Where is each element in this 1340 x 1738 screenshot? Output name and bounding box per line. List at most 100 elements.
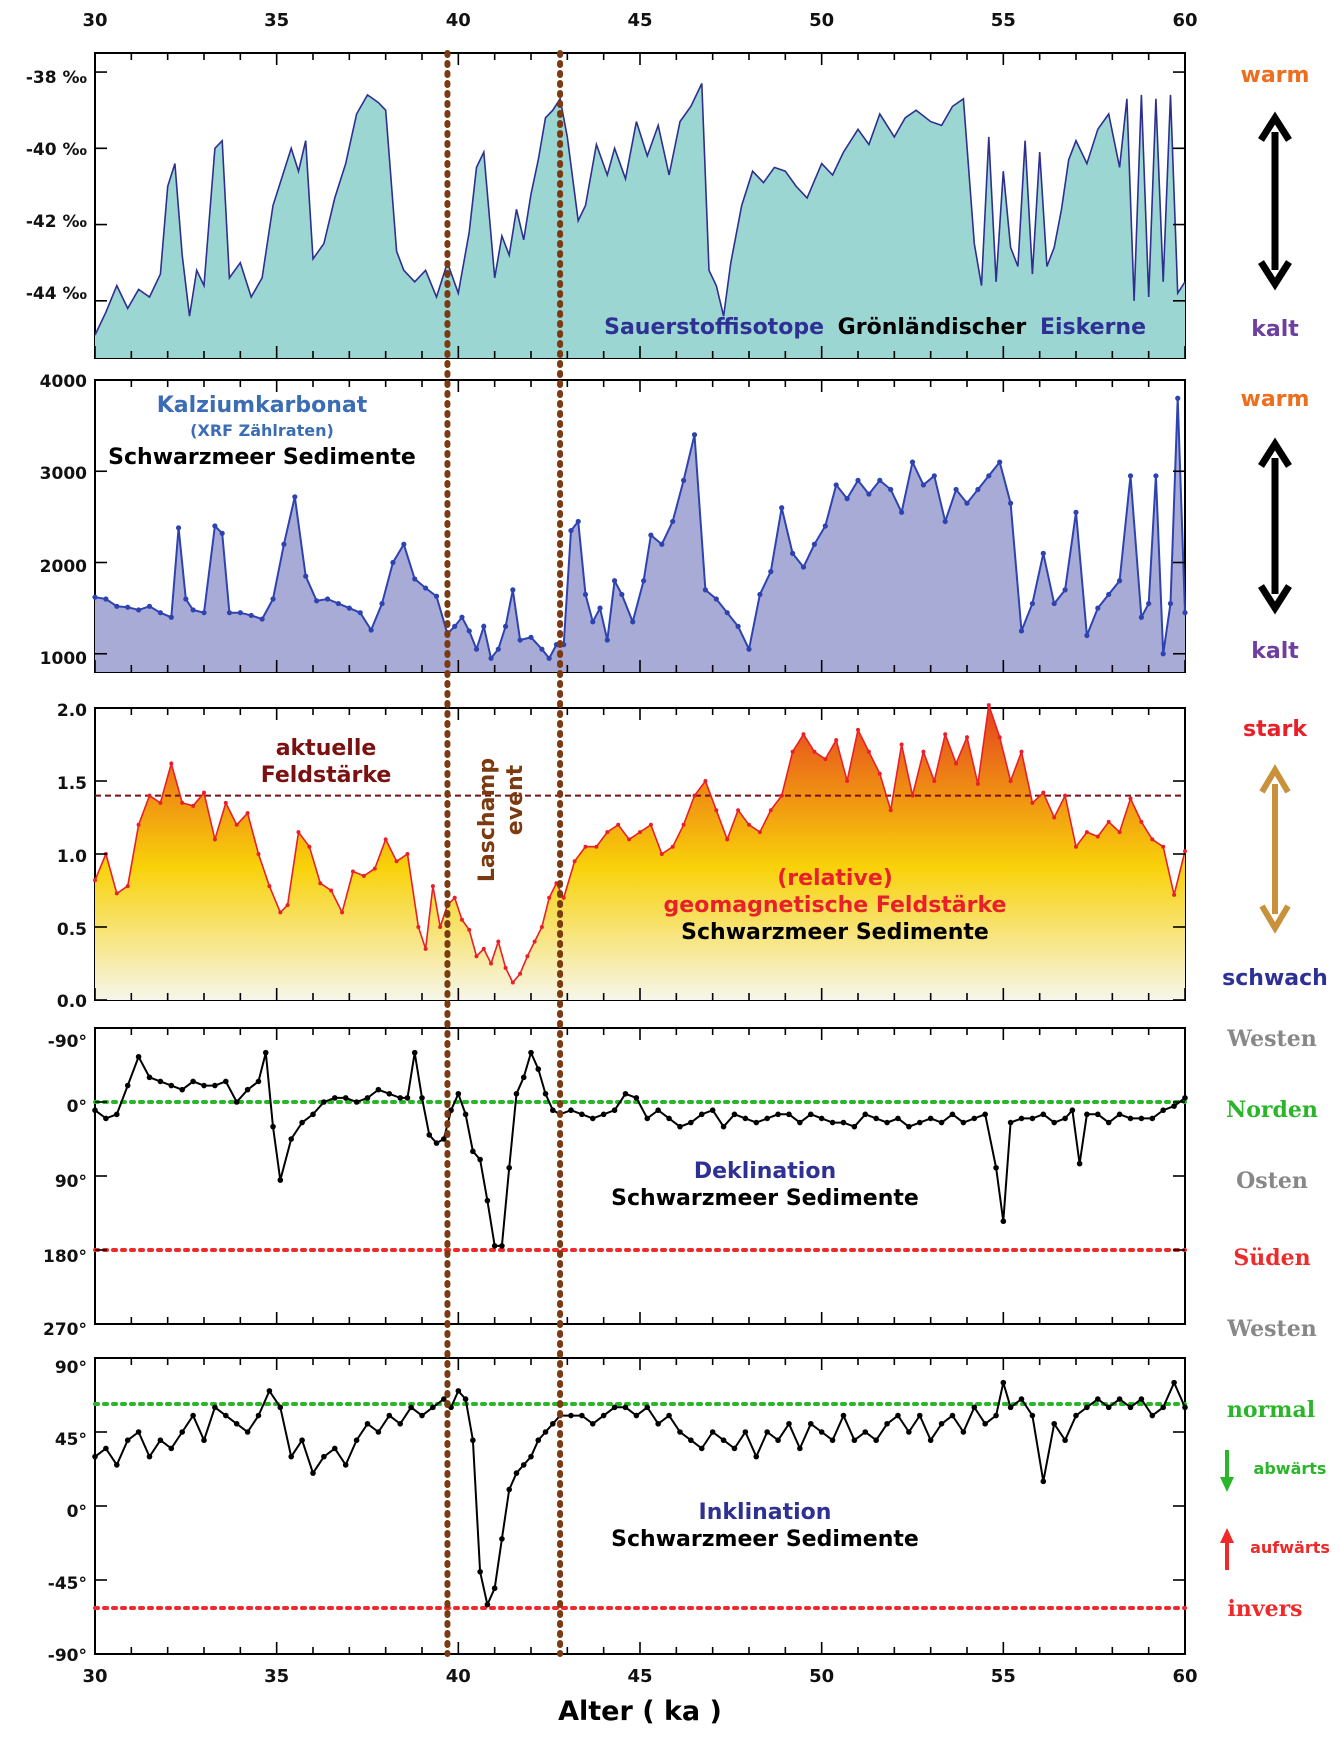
field-point — [340, 910, 345, 915]
calcium-point — [648, 532, 654, 538]
inclination-point — [611, 1404, 618, 1411]
calcium-point — [1106, 591, 1112, 598]
field-point — [547, 895, 552, 900]
calcium-point — [691, 432, 698, 438]
calcium-right-kalt: kalt — [1251, 639, 1299, 664]
oxygen-title-part3: Eiskerne — [1040, 315, 1146, 340]
calcium-point — [779, 505, 785, 511]
declination-point — [528, 1049, 534, 1056]
calcium-point — [237, 610, 243, 616]
field-point — [561, 895, 566, 900]
declination-point — [840, 1119, 847, 1126]
declination-point — [124, 1082, 131, 1089]
declination-point — [212, 1082, 218, 1089]
field-point — [1150, 837, 1155, 842]
x-axis-top: 30 35 40 45 50 55 60 — [82, 10, 1197, 31]
field-point — [1063, 793, 1068, 798]
declination-point — [982, 1111, 988, 1118]
inclination-point — [1127, 1404, 1134, 1411]
field-point — [845, 779, 850, 783]
declination-point — [484, 1197, 491, 1204]
field-title-2: geomagnetische Feldstärke — [664, 893, 1007, 918]
inclination-point — [477, 1568, 483, 1575]
decl-ytick-2: 0° — [67, 1097, 87, 1117]
xtick-bottom-1: 30 — [82, 1666, 107, 1687]
declination-point — [818, 1115, 825, 1122]
field-point — [191, 803, 196, 808]
calcium-point — [670, 518, 676, 525]
calcium-series — [92, 395, 1188, 672]
declination-point — [513, 1090, 520, 1097]
calcium-point — [877, 477, 883, 483]
oxygen-title: Sauerstoffisotope Grönländischer Eiskern… — [604, 315, 1146, 340]
inclination-point — [353, 1437, 360, 1444]
calcium-point — [659, 541, 665, 547]
field-point — [296, 830, 301, 835]
calcium-point — [811, 541, 818, 547]
field-point — [361, 873, 366, 878]
inclination-point — [579, 1412, 585, 1419]
inclination-point — [1095, 1396, 1101, 1402]
calcium-point — [125, 604, 131, 610]
calcium-point — [1018, 628, 1025, 634]
field-point — [943, 732, 948, 737]
calcium-point — [219, 530, 225, 536]
incl-right-aufwaerts: aufwärts — [1250, 1538, 1330, 1557]
field-point — [474, 954, 479, 959]
inclination-point — [321, 1453, 327, 1460]
calcium-point — [746, 646, 752, 652]
field-point — [1008, 779, 1013, 783]
calcium-point — [1008, 500, 1014, 506]
declination-point — [720, 1123, 727, 1130]
inclination-point — [906, 1429, 912, 1435]
declination-point — [1127, 1115, 1134, 1122]
field-point — [583, 844, 588, 849]
declination-point — [288, 1136, 295, 1142]
declination-point — [535, 1066, 542, 1072]
declination-point — [426, 1132, 433, 1138]
calcium-point — [582, 591, 589, 598]
calcium-point — [324, 596, 331, 602]
field-point — [532, 939, 537, 944]
calcium-point — [681, 477, 687, 483]
calcium-title-2: (XRF Zählraten) — [190, 421, 334, 440]
declination-point — [742, 1115, 749, 1122]
calcium-point — [303, 573, 309, 579]
declination-point — [1138, 1115, 1145, 1122]
field-point — [394, 859, 399, 864]
field-point — [638, 830, 642, 835]
incl-right-abwaerts: abwärts — [1254, 1459, 1327, 1478]
declination-point — [895, 1115, 901, 1122]
field-point — [452, 895, 457, 900]
inclination-point — [1171, 1379, 1177, 1386]
field-point — [790, 749, 795, 754]
declination-point — [884, 1119, 890, 1126]
inclination-point — [1160, 1404, 1166, 1411]
declination-point — [731, 1111, 738, 1118]
inclination-point — [677, 1429, 683, 1435]
field-point — [510, 980, 515, 985]
field-point — [518, 971, 523, 976]
decl-right-osten: Osten — [1236, 1168, 1308, 1194]
declination-point — [775, 1111, 781, 1118]
declination-point — [600, 1111, 607, 1118]
declination-point — [709, 1107, 716, 1114]
calcium-ticks — [94, 379, 1186, 672]
field-point — [212, 837, 217, 842]
declination-point — [244, 1086, 251, 1093]
calcium-point — [920, 482, 927, 488]
calcium-ytick-1: 4000 — [40, 372, 87, 392]
calcium-ytick-2: 3000 — [40, 464, 87, 484]
declination-point — [506, 1164, 512, 1171]
field-point — [877, 771, 882, 776]
calcium-point — [964, 500, 970, 506]
field-point — [1128, 796, 1133, 801]
calcium-point — [1095, 605, 1101, 611]
calcium-point — [92, 594, 98, 600]
inclination-point — [1105, 1404, 1112, 1411]
inclination-point — [840, 1412, 847, 1419]
declination-point — [862, 1111, 869, 1118]
field-point — [267, 884, 272, 889]
inclination-point — [655, 1420, 661, 1427]
declination-point — [655, 1107, 661, 1114]
